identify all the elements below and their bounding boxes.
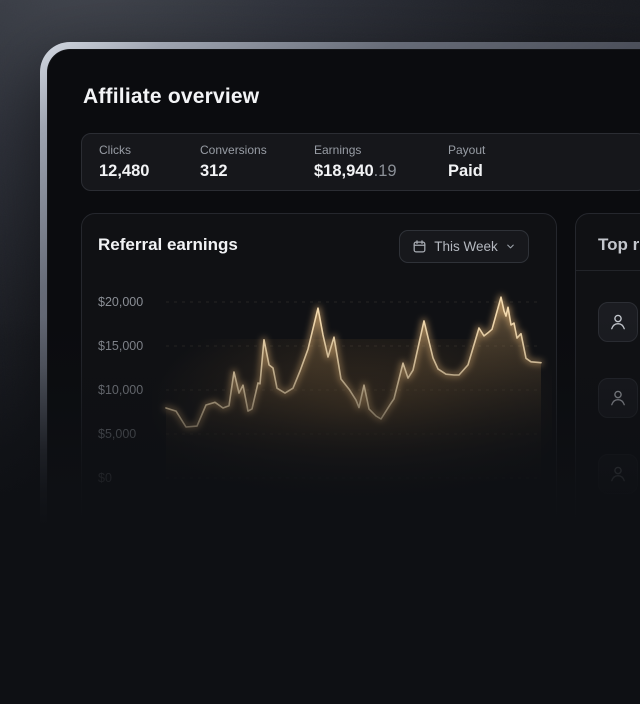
referrer-list-item[interactable] [598,302,638,342]
y-axis-label: $5,000 [98,427,137,441]
stat-value: Paid [448,162,483,180]
y-axis-label: $10,000 [98,383,144,397]
stat-earnings: Earnings $18,940.19 [314,143,448,181]
stat-payout: Payout Paid [448,143,485,181]
stat-value: 312 [200,162,228,180]
calendar-icon [413,240,426,253]
page-title: Affiliate overview [83,85,260,108]
stat-clicks: Clicks 12,480 [99,143,200,181]
y-axis-label: $20,000 [98,295,144,309]
top-referrals-title: Top r [598,235,640,254]
stat-label: Conversions [200,143,267,157]
date-range-label: This Week [434,239,498,254]
stats-bar: Clicks 12,480 Conversions 312 Earnings $… [81,133,640,191]
person-icon [611,466,625,482]
stat-value: 12,480 [99,162,150,180]
referrer-list-item[interactable] [598,454,638,494]
app-window: Affiliate overview Clicks 12,480 Convers… [47,49,640,704]
chevron-down-icon [506,244,514,249]
date-range-selector[interactable]: This Week [399,230,529,263]
referrer-list-item[interactable] [598,378,638,418]
stat-value-decimal: .19 [373,162,397,180]
person-icon [611,314,625,330]
y-axis-label: $0 [98,471,112,485]
stat-label: Earnings [314,143,362,157]
stat-label: Payout [448,143,486,157]
stat-label: Clicks [99,143,131,157]
chart-area-fill [166,297,541,481]
referral-earnings-title: Referral earnings [98,235,238,254]
referral-earnings-panel: Referral earnings This Week [81,213,557,704]
window-bezel: Affiliate overview Clicks 12,480 Convers… [40,42,640,704]
person-icon [611,390,625,406]
stat-value: $18,940.19 [314,162,397,180]
y-axis-label: $15,000 [98,339,144,353]
panel-divider [576,270,640,271]
referral-earnings-chart [163,294,544,481]
top-referrals-panel: Top r [575,213,640,704]
stat-conversions: Conversions 312 [200,143,314,181]
